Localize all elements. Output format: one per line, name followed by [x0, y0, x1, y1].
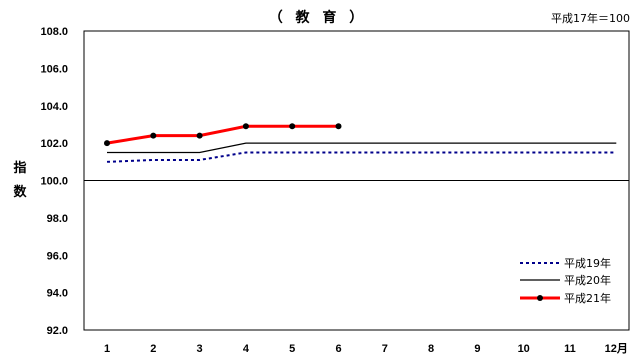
series-line-2 [107, 142, 617, 154]
series-point-3 [150, 132, 157, 139]
legend-label: 平成19年 [564, 256, 611, 270]
base-year-note: 平成17年＝100 [551, 11, 630, 25]
legend-label: 平成20年 [564, 273, 611, 287]
x-tick-label: 10 [518, 343, 530, 355]
x-tick-label: 6 [335, 343, 341, 355]
x-tick-label: 5 [289, 343, 295, 355]
series-line-3 [106, 124, 339, 145]
x-tick-label: 8 [428, 343, 434, 355]
chart-title: （ 教 育 ） [269, 9, 368, 26]
x-tick-label: 11 [564, 343, 576, 355]
x-tick-label: 4 [243, 343, 250, 355]
x-tick-label: 9 [474, 343, 480, 355]
x-tick-label: 12月 [605, 342, 628, 355]
y-tick-label: 94.0 [47, 288, 68, 300]
series-line-1 [106, 151, 617, 163]
y-axis-ticks: 108.0 106.0 104.0 102.0 100.0 98.0 96.0 94.0 92.… [40, 26, 68, 337]
series-point-3 [335, 123, 342, 130]
y-tick-label: 108.0 [40, 26, 68, 38]
series-point-3 [196, 132, 203, 139]
series-point-3 [104, 140, 110, 147]
y-tick-label: 96.0 [47, 250, 68, 262]
series-point-3 [242, 123, 249, 130]
legend-marker [537, 295, 543, 301]
y-axis-label: 指数 [13, 160, 27, 200]
x-tick-label: 1 [104, 343, 110, 355]
y-tick-label: 100.0 [40, 176, 68, 188]
legend-label: 平成21年 [564, 291, 611, 305]
y-tick-label: 98.0 [47, 213, 68, 225]
y-tick-label: 104.0 [40, 101, 68, 113]
x-axis-ticks: 1 2 3 4 5 6 7 8 9 10 11 12月 [104, 342, 628, 355]
x-tick-label: 7 [382, 343, 388, 355]
x-tick-label: 3 [197, 343, 203, 355]
y-tick-label: 106.0 [40, 63, 68, 75]
series-point-3 [289, 123, 296, 130]
x-tick-label: 2 [150, 343, 156, 355]
series-group [84, 123, 629, 181]
y-tick-label: 102.0 [40, 138, 68, 150]
y-tick-label: 92.0 [47, 325, 68, 337]
